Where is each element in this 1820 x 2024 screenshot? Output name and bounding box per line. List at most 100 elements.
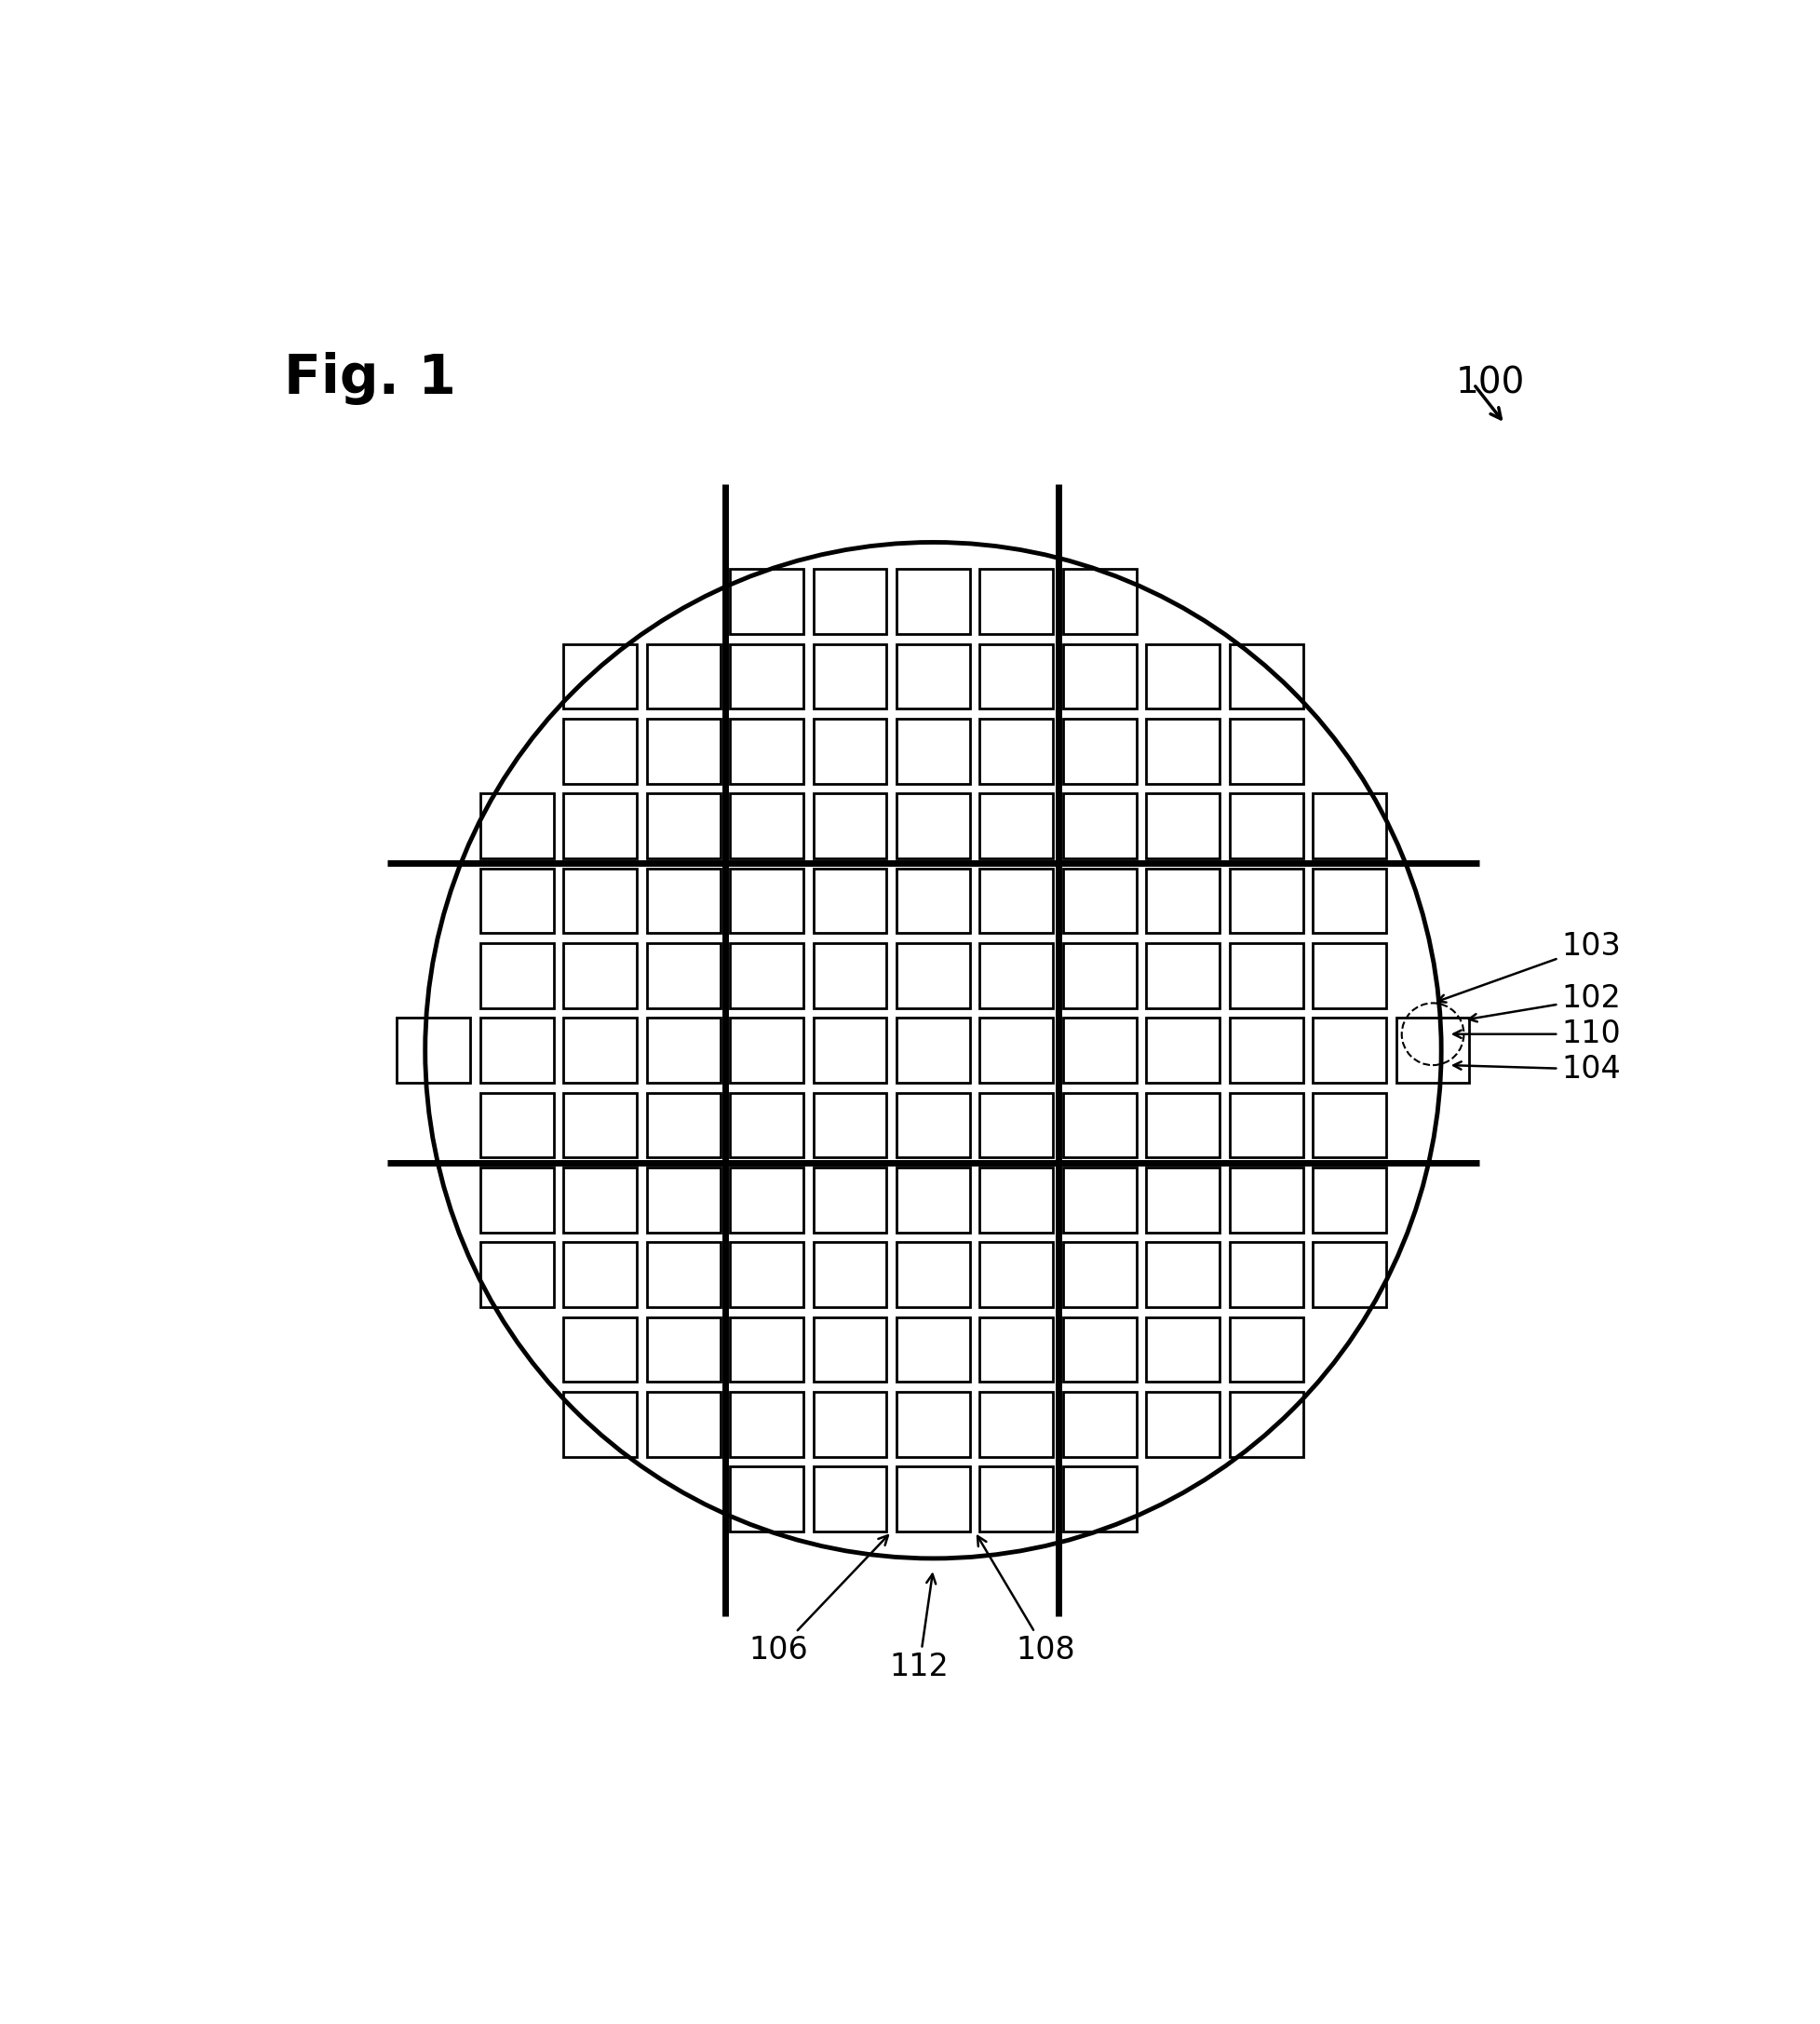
Bar xyxy=(1147,644,1219,708)
Bar xyxy=(1147,1243,1219,1308)
Bar xyxy=(1063,719,1136,783)
Bar xyxy=(730,569,803,634)
Bar xyxy=(1147,868,1219,933)
Text: 110: 110 xyxy=(1452,1018,1620,1050)
Bar xyxy=(1147,793,1219,858)
Bar xyxy=(730,1168,803,1233)
Bar xyxy=(1147,1393,1219,1457)
Bar xyxy=(1063,1093,1136,1158)
Bar xyxy=(979,719,1052,783)
Bar xyxy=(1228,644,1303,708)
Bar xyxy=(814,1093,886,1158)
Bar xyxy=(895,1243,970,1308)
Bar xyxy=(895,569,970,634)
Bar xyxy=(895,943,970,1008)
Bar xyxy=(1312,943,1385,1008)
Bar xyxy=(979,793,1052,858)
Bar xyxy=(1147,1018,1219,1083)
Bar xyxy=(1063,644,1136,708)
Bar xyxy=(730,943,803,1008)
Bar xyxy=(1228,1243,1303,1308)
Bar xyxy=(646,1168,719,1233)
Bar xyxy=(979,1168,1052,1233)
Bar xyxy=(1063,1168,1136,1233)
Bar xyxy=(814,1393,886,1457)
Bar xyxy=(814,868,886,933)
Bar xyxy=(979,569,1052,634)
Bar xyxy=(814,793,886,858)
Bar xyxy=(979,1018,1052,1083)
Bar xyxy=(979,1093,1052,1158)
Bar xyxy=(979,1467,1052,1532)
Bar xyxy=(1312,868,1385,933)
Bar xyxy=(1228,1393,1303,1457)
Bar xyxy=(480,1093,553,1158)
Bar xyxy=(480,1168,553,1233)
Bar xyxy=(895,793,970,858)
Bar xyxy=(1228,793,1303,858)
Text: 100: 100 xyxy=(1454,366,1523,401)
Bar xyxy=(979,868,1052,933)
Bar xyxy=(895,1093,970,1158)
Bar xyxy=(1147,1318,1219,1382)
Bar xyxy=(646,793,719,858)
Bar xyxy=(1228,1168,1303,1233)
Bar xyxy=(646,868,719,933)
Bar xyxy=(979,1318,1052,1382)
Bar xyxy=(814,569,886,634)
Text: 108: 108 xyxy=(977,1536,1074,1666)
Bar xyxy=(730,1318,803,1382)
Bar xyxy=(480,793,553,858)
Bar xyxy=(814,1318,886,1382)
Bar xyxy=(814,1018,886,1083)
Bar xyxy=(730,1093,803,1158)
Bar xyxy=(895,1168,970,1233)
Bar xyxy=(730,1018,803,1083)
Bar xyxy=(562,1018,637,1083)
Bar xyxy=(979,1243,1052,1308)
Bar xyxy=(562,1168,637,1233)
Bar xyxy=(895,1318,970,1382)
Bar xyxy=(562,1243,637,1308)
Bar xyxy=(730,644,803,708)
Bar xyxy=(646,943,719,1008)
Bar xyxy=(562,1393,637,1457)
Bar xyxy=(646,719,719,783)
Bar xyxy=(1312,1168,1385,1233)
Bar xyxy=(480,943,553,1008)
Bar xyxy=(814,1243,886,1308)
Bar xyxy=(730,1243,803,1308)
Bar xyxy=(646,1018,719,1083)
Bar xyxy=(1312,1243,1385,1308)
Bar xyxy=(814,1168,886,1233)
Bar xyxy=(979,943,1052,1008)
Bar xyxy=(730,719,803,783)
Bar xyxy=(1063,1467,1136,1532)
Bar xyxy=(397,1018,470,1083)
Bar xyxy=(730,793,803,858)
Bar xyxy=(814,1467,886,1532)
Bar xyxy=(979,1393,1052,1457)
Bar xyxy=(895,644,970,708)
Bar xyxy=(480,868,553,933)
Bar xyxy=(730,1393,803,1457)
Bar xyxy=(1063,943,1136,1008)
Bar xyxy=(1147,719,1219,783)
Bar xyxy=(1063,1318,1136,1382)
Bar xyxy=(1063,1243,1136,1308)
Bar xyxy=(1228,943,1303,1008)
Bar xyxy=(562,1318,637,1382)
Text: 104: 104 xyxy=(1452,1055,1620,1085)
Bar xyxy=(895,868,970,933)
Bar xyxy=(895,1018,970,1083)
Bar xyxy=(646,1318,719,1382)
Bar xyxy=(814,644,886,708)
Bar xyxy=(646,644,719,708)
Bar xyxy=(646,1393,719,1457)
Bar xyxy=(562,644,637,708)
Bar xyxy=(730,868,803,933)
Bar xyxy=(979,644,1052,708)
Bar xyxy=(562,793,637,858)
Bar xyxy=(562,719,637,783)
Bar xyxy=(1063,868,1136,933)
